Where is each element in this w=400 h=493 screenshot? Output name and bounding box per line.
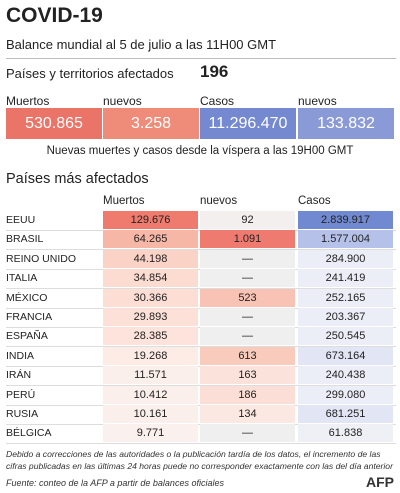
table-cell: 240.438 [298, 366, 393, 385]
summary-label: Muertos [6, 94, 50, 108]
table-row [6, 424, 396, 445]
country: REINO UNIDO [6, 252, 77, 265]
country: INDIA [6, 349, 35, 362]
table-cell: 11.571 [103, 366, 198, 385]
source: Fuente: conteo de la AFP a partir de bal… [6, 478, 224, 488]
table-cell: 61.838 [298, 424, 393, 443]
table-cell: 1.577.004 [298, 230, 393, 249]
country: MÉXICO [6, 291, 48, 304]
country: PERÚ [6, 388, 36, 401]
table-cell: — [200, 327, 295, 346]
country: ESPAÑA [6, 330, 48, 343]
country: RUSIA [6, 408, 39, 420]
table-cell: 64.265 [103, 230, 198, 249]
table-cell: — [200, 249, 295, 268]
summary-value: 530.865 [6, 108, 102, 139]
table-cell: 613 [200, 346, 295, 365]
country: EEUU [6, 214, 36, 226]
column-header: nuevos [200, 195, 238, 207]
table-cell: 203.367 [298, 308, 393, 326]
summary-value: 3.258 [103, 108, 199, 139]
summary-value: 133.832 [298, 108, 394, 139]
table-cell: — [200, 269, 295, 288]
territories-value: 196 [200, 62, 229, 81]
table-cell: — [200, 308, 295, 326]
table-cell: 681.251 [298, 405, 393, 423]
table-cell: 252.165 [298, 288, 393, 307]
logo: AFP [366, 474, 394, 490]
table-cell: 29.893 [103, 308, 198, 326]
table-cell: 34.854 [103, 269, 198, 288]
title: COVID-19 [6, 4, 103, 27]
table-cell: 10.161 [103, 405, 198, 423]
table-cell: 250.545 [298, 327, 393, 346]
column-header: Muertos [103, 195, 145, 207]
table-cell: 2.839.917 [298, 211, 393, 229]
table-cell: 163 [200, 366, 295, 385]
divider [6, 58, 396, 59]
country: BRASIL [6, 233, 44, 246]
table-cell: 44.198 [103, 249, 198, 268]
table-cell: 299.080 [298, 385, 393, 404]
table-cell: 28.385 [103, 327, 198, 346]
table-cell: 129.676 [103, 211, 198, 229]
summary-label: nuevos [103, 94, 142, 108]
table-cell: 673.164 [298, 346, 393, 365]
table-title: Países más afectados [6, 171, 149, 187]
table-cell: 30.366 [103, 288, 198, 307]
country: FRANCIA [6, 311, 53, 323]
table-cell: 1.091 [200, 230, 295, 249]
table-cell: 9.771 [103, 424, 198, 443]
summary-label: nuevos [298, 94, 337, 108]
table-cell: 241.419 [298, 269, 393, 288]
table-cell: 523 [200, 288, 295, 307]
summary-value: 11.296.470 [200, 108, 296, 139]
country: ITALIA [6, 272, 38, 285]
table-cell: 284.900 [298, 249, 393, 268]
summary-note: Nuevas muertes y casos desde la víspera … [46, 145, 354, 157]
territories-label: Países y territorios afectados [6, 66, 174, 81]
table-cell: 186 [200, 385, 295, 404]
footnote: Debido a correcciones de las autoridades… [6, 449, 393, 471]
table-cell: 92 [200, 211, 295, 229]
column-header: Casos [298, 195, 331, 207]
table-cell: 19.268 [103, 346, 198, 365]
summary-label: Casos [200, 94, 235, 108]
table-cell: — [200, 424, 295, 443]
table-cell: 10.412 [103, 385, 198, 404]
country: IRÁN [6, 369, 32, 382]
country: BÉLGICA [6, 427, 52, 440]
table-cell: 134 [200, 405, 295, 423]
subtitle: Balance mundial al 5 de julio a las 11H0… [6, 37, 277, 52]
